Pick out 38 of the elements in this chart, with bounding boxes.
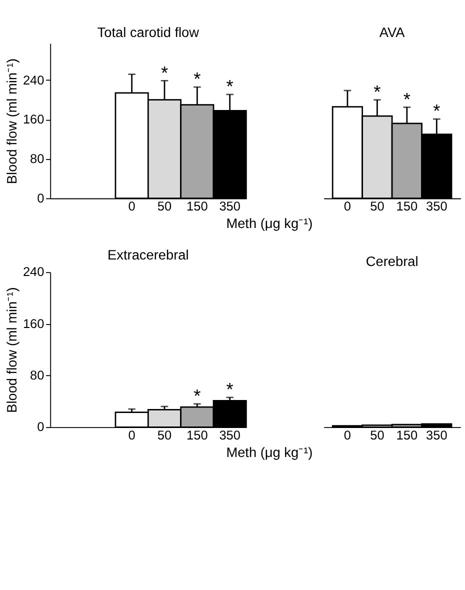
x-tick-label: 350	[219, 198, 240, 214]
y-axis-title: Blood flow (ml min⁻¹)	[4, 287, 20, 413]
x-tick-label: 150	[186, 198, 208, 214]
x-tick-label: 150	[186, 427, 208, 442]
x-tick-label: 150	[396, 198, 418, 214]
text: Total carotid flow	[97, 24, 200, 40]
data-label: *	[194, 68, 201, 90]
x-tick-label: 150	[396, 427, 418, 442]
x-tick-label: 0	[344, 427, 352, 442]
data-label: *	[160, 62, 168, 83]
x-tick-label: 350	[426, 427, 448, 442]
data-label: *	[226, 378, 234, 400]
x-tick-label: 0	[344, 198, 352, 214]
y-tick-label: 160	[22, 112, 44, 127]
y-tick-label: 240	[22, 264, 44, 280]
text: AVA	[379, 24, 406, 40]
x-tick-label: 350	[426, 198, 448, 214]
text: Cerebral	[366, 254, 418, 269]
x-tick-label: 50	[370, 427, 384, 442]
y-tick-label: 80	[30, 151, 44, 166]
data-label: *	[226, 76, 234, 97]
y-tick-label: 160	[22, 316, 44, 331]
x-tick-label: 50	[157, 427, 172, 442]
x-tick-label: 50	[157, 198, 172, 214]
text: Extracerebral	[108, 247, 189, 262]
data-label: *	[194, 385, 201, 406]
data-label: *	[374, 81, 381, 102]
x-tick-label: 0	[128, 427, 136, 442]
x-axis-title: Meth (μg kg⁻¹)	[226, 444, 313, 460]
x-tick-label: 50	[370, 198, 384, 214]
data-label: *	[403, 88, 410, 110]
y-tick-label: 80	[30, 368, 44, 383]
data-label: *	[433, 100, 440, 122]
y-tick-label: 240	[22, 72, 44, 88]
x-axis-title: Meth (μg kg⁻¹)	[226, 216, 313, 231]
y-axis-title: Blood flow (ml min⁻¹)	[4, 58, 20, 184]
x-tick-label: 0	[128, 198, 136, 214]
x-tick-label: 350	[219, 427, 240, 442]
